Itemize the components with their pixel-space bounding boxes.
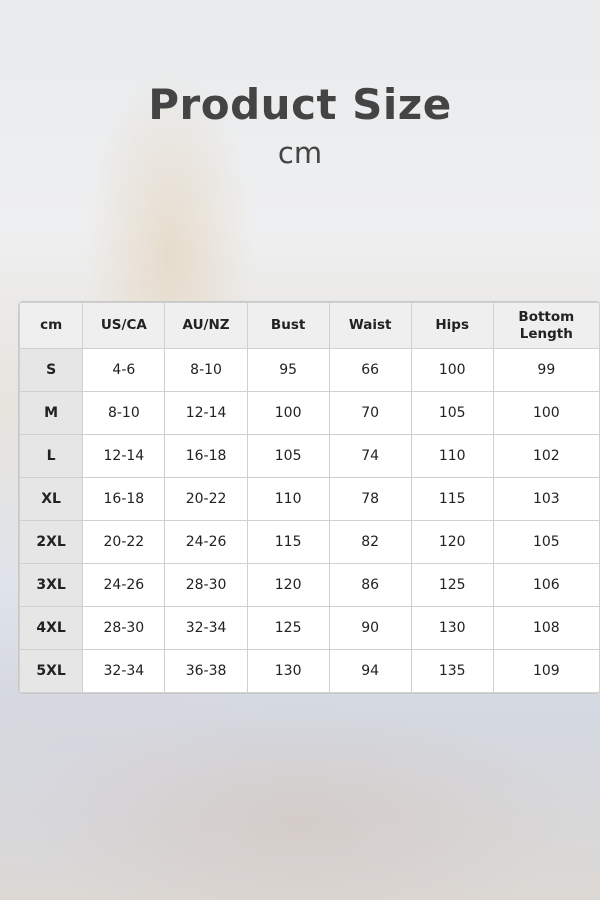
size-label-cell: S [19,348,84,392]
table-cell: 130 [246,649,330,693]
table-cell: 32-34 [164,606,248,650]
size-label-cell: 2XL [19,520,84,564]
table-cell: 20-22 [82,520,166,564]
table-cell: 8-10 [164,348,248,392]
table-cell: 8-10 [82,391,166,435]
table-cell: 105 [246,434,330,478]
table-row: 2XL 20-22 24-26 115 82 120 105 [19,520,600,564]
table-cell: 70 [328,391,412,435]
unit-subtitle: cm [277,136,323,170]
table-row: M 8-10 12-14 100 70 105 100 [19,391,600,435]
table-cell: 86 [328,563,412,607]
table-cell: 12-14 [82,434,166,478]
table-row: XL 16-18 20-22 110 78 115 103 [19,477,600,521]
table-cell: 100 [246,391,330,435]
column-header: Waist [328,302,412,349]
table-cell: 36-38 [164,649,248,693]
size-label-cell: XL [19,477,84,521]
table-cell: 78 [328,477,412,521]
table-cell: 74 [328,434,412,478]
column-header: US/CA [82,302,166,349]
size-label-cell: 3XL [19,563,84,607]
size-label-cell: L [19,434,84,478]
table-row: L 12-14 16-18 105 74 110 102 [19,434,600,478]
size-label-cell: 4XL [19,606,84,650]
size-label-cell: M [19,391,84,435]
table-cell: 105 [410,391,494,435]
table-cell: 110 [410,434,494,478]
table-cell: 105 [492,520,600,564]
size-label-cell: 5XL [19,649,84,693]
table-cell: 20-22 [164,477,248,521]
table-cell: 24-26 [164,520,248,564]
table-cell: 120 [246,563,330,607]
table-cell: 66 [328,348,412,392]
table-cell: 16-18 [82,477,166,521]
table-cell: 32-34 [82,649,166,693]
page-title: Product Size [148,80,452,129]
table-cell: 94 [328,649,412,693]
table-row: 5XL 32-34 36-38 130 94 135 109 [19,649,600,693]
table-cell: 4-6 [82,348,166,392]
table-cell: 90 [328,606,412,650]
table-cell: 109 [492,649,600,693]
table-cell: 115 [410,477,494,521]
table-row: 3XL 24-26 28-30 120 86 125 106 [19,563,600,607]
table-cell: 110 [246,477,330,521]
table-cell: 99 [492,348,600,392]
column-header: Bottom Length [492,302,600,349]
table-header-row: cm US/CA AU/NZ Bust Waist Hips Bottom Length [19,302,600,349]
size-table: cm US/CA AU/NZ Bust Waist Hips Bottom Length S… [19,302,600,693]
table-cell: 16-18 [164,434,248,478]
table-cell: 12-14 [164,391,248,435]
table-cell: 120 [410,520,494,564]
table-row: S 4-6 8-10 95 66 100 99 [19,348,600,392]
table-cell: 28-30 [82,606,166,650]
table-cell: 28-30 [164,563,248,607]
table-cell: 100 [492,391,600,435]
table-cell: 106 [492,563,600,607]
table-cell: 125 [410,563,494,607]
table-cell: 130 [410,606,494,650]
table-cell: 125 [246,606,330,650]
column-header: cm [19,302,84,349]
table-cell: 102 [492,434,600,478]
table-cell: 100 [410,348,494,392]
table-cell: 115 [246,520,330,564]
column-header: Hips [410,302,494,349]
table-cell: 135 [410,649,494,693]
table-cell: 24-26 [82,563,166,607]
table-cell: 103 [492,477,600,521]
table-cell: 95 [246,348,330,392]
column-header: Bust [246,302,330,349]
table-row: 4XL 28-30 32-34 125 90 130 108 [19,606,600,650]
table-cell: 108 [492,606,600,650]
table-cell: 82 [328,520,412,564]
column-header: AU/NZ [164,302,248,349]
